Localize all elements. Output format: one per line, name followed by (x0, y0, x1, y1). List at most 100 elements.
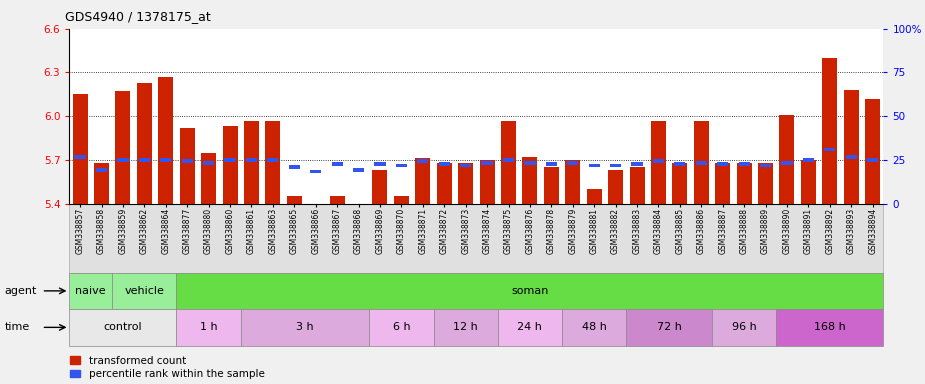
Text: 3 h: 3 h (296, 322, 314, 333)
Bar (586, 189, 601, 204)
Bar (696, 161, 707, 165)
Bar (803, 158, 814, 162)
Bar (567, 161, 578, 165)
Bar (610, 164, 622, 167)
Bar (69, 273, 112, 309)
Bar (375, 162, 386, 166)
Bar (74, 155, 86, 159)
Bar (523, 157, 537, 204)
Bar (177, 273, 883, 309)
Bar (672, 163, 687, 204)
Bar (801, 160, 816, 204)
Bar (373, 170, 388, 204)
Bar (331, 162, 343, 166)
Bar (223, 126, 238, 204)
Bar (158, 77, 173, 204)
Text: control: control (104, 322, 142, 333)
Bar (503, 158, 514, 162)
Bar (632, 162, 643, 166)
Bar (289, 165, 300, 169)
Text: soman: soman (512, 286, 549, 296)
Text: time: time (5, 322, 30, 333)
Bar (287, 196, 302, 204)
Bar (738, 162, 750, 166)
Bar (139, 158, 150, 162)
Bar (760, 164, 771, 167)
Text: 24 h: 24 h (517, 322, 542, 333)
Bar (867, 158, 878, 162)
Bar (822, 58, 837, 204)
Bar (715, 163, 730, 204)
Bar (267, 158, 278, 162)
Bar (177, 309, 240, 346)
Bar (780, 115, 795, 204)
Bar (651, 121, 666, 204)
Bar (72, 94, 88, 204)
Text: 12 h: 12 h (453, 322, 478, 333)
Bar (501, 121, 516, 204)
Bar (310, 170, 321, 173)
Bar (417, 159, 428, 163)
Bar (824, 148, 835, 151)
Bar (246, 158, 257, 162)
Bar (565, 160, 580, 204)
Bar (96, 168, 107, 172)
Text: naive: naive (76, 286, 106, 296)
Bar (776, 309, 883, 346)
Bar (562, 309, 626, 346)
Bar (434, 309, 498, 346)
Bar (588, 164, 599, 167)
Text: 168 h: 168 h (814, 322, 845, 333)
Text: agent: agent (5, 286, 37, 296)
Bar (498, 309, 562, 346)
Text: 6 h: 6 h (392, 322, 410, 333)
Bar (240, 309, 369, 346)
Bar (117, 158, 129, 162)
Bar (782, 161, 793, 165)
Bar (112, 273, 177, 309)
Bar (94, 163, 109, 204)
Bar (69, 309, 177, 346)
Bar (225, 158, 236, 162)
Bar (181, 159, 192, 163)
Bar (394, 196, 409, 204)
Bar (845, 155, 857, 159)
Bar (369, 309, 434, 346)
Bar (844, 90, 858, 204)
Bar (137, 83, 152, 204)
Bar (265, 121, 280, 204)
Bar (308, 204, 323, 230)
Bar (524, 161, 536, 165)
Bar (116, 91, 130, 204)
Bar (353, 168, 364, 172)
Bar (712, 309, 776, 346)
Bar (736, 163, 752, 204)
Bar (396, 164, 407, 167)
Legend: transformed count, percentile rank within the sample: transformed count, percentile rank withi… (70, 356, 265, 379)
Bar (160, 158, 171, 162)
Bar (460, 164, 471, 167)
Bar (694, 121, 709, 204)
Text: 96 h: 96 h (732, 322, 757, 333)
Bar (479, 160, 495, 204)
Text: GDS4940 / 1378175_at: GDS4940 / 1378175_at (65, 10, 211, 23)
Bar (608, 170, 623, 204)
Bar (653, 159, 664, 163)
Bar (179, 128, 194, 204)
Bar (674, 162, 685, 166)
Text: vehicle: vehicle (124, 286, 165, 296)
Text: 72 h: 72 h (657, 322, 682, 333)
Bar (244, 121, 259, 204)
Bar (630, 167, 645, 204)
Bar (352, 204, 366, 231)
Bar (203, 161, 215, 165)
Bar (437, 163, 451, 204)
Bar (544, 167, 559, 204)
Bar (481, 161, 493, 165)
Bar (758, 163, 773, 204)
Bar (717, 162, 728, 166)
Bar (865, 99, 881, 204)
Text: 48 h: 48 h (582, 322, 607, 333)
Bar (546, 162, 557, 166)
Text: 1 h: 1 h (200, 322, 217, 333)
